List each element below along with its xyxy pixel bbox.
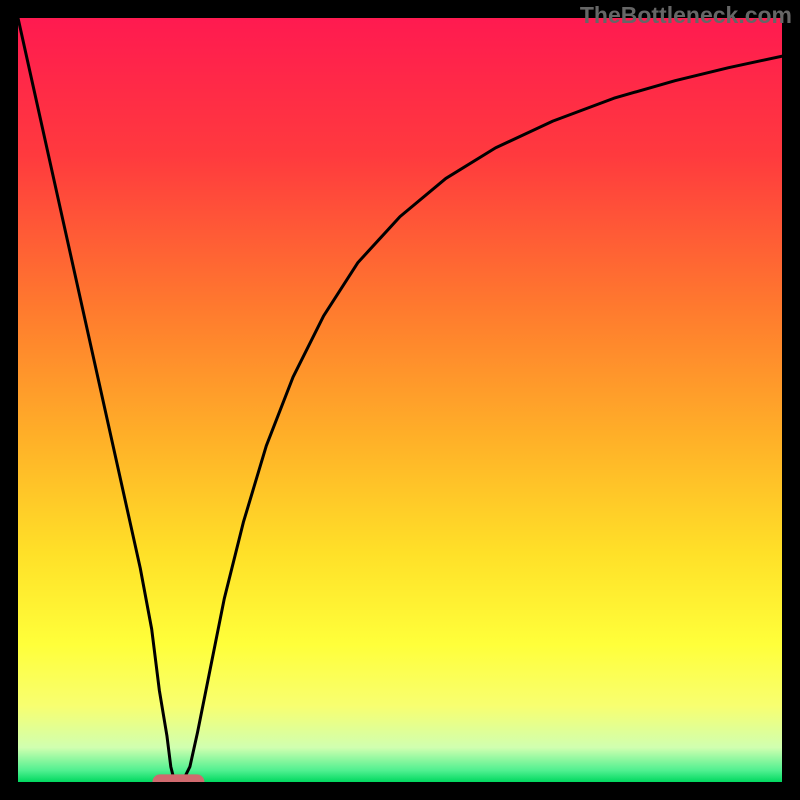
plot-background [18, 18, 782, 782]
selection-marker [152, 774, 204, 782]
plot-svg [18, 18, 782, 782]
watermark-text: TheBottleneck.com [580, 2, 792, 29]
chart-container: TheBottleneck.com [0, 0, 800, 800]
plot-area [18, 18, 782, 782]
